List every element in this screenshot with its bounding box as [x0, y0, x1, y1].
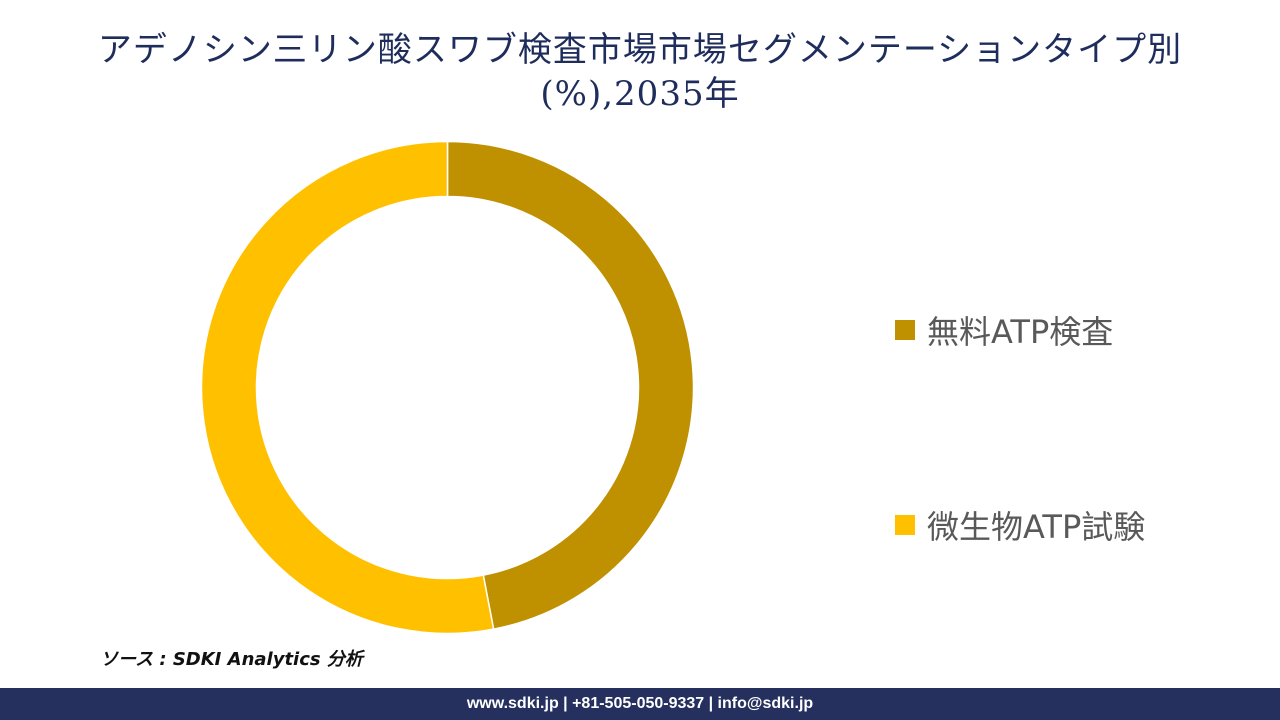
legend-item-microbial-atp: 微生物ATP試験 — [895, 500, 1145, 550]
chart-title: アデノシン三リン酸スワブ検査市場市場セグメンテーションタイプ別 (%),2035… — [40, 28, 1240, 116]
legend-swatch-free-atp — [895, 320, 915, 340]
donut-slice-free-atp — [446, 140, 695, 631]
footer-contact-bar: www.sdki.jp | +81-505-050-9337 | info@sd… — [0, 688, 1280, 720]
legend-label-microbial-atp: 微生物ATP試験 — [927, 508, 1146, 546]
donut-slice-microbial-atp — [200, 140, 495, 635]
legend-item-free-atp: 無料ATP検査 — [895, 305, 1113, 355]
legend-swatch-microbial-atp — [895, 515, 915, 535]
chart-title-line2: (%),2035年 — [540, 74, 740, 114]
chart-title-line1: アデノシン三リン酸スワブ検査市場市場セグメンテーションタイプ別 — [97, 30, 1183, 70]
donut-chart — [200, 140, 695, 635]
source-note: ソース : SDKI Analytics 分析 — [100, 649, 363, 670]
legend-label-free-atp: 無料ATP検査 — [927, 313, 1114, 351]
